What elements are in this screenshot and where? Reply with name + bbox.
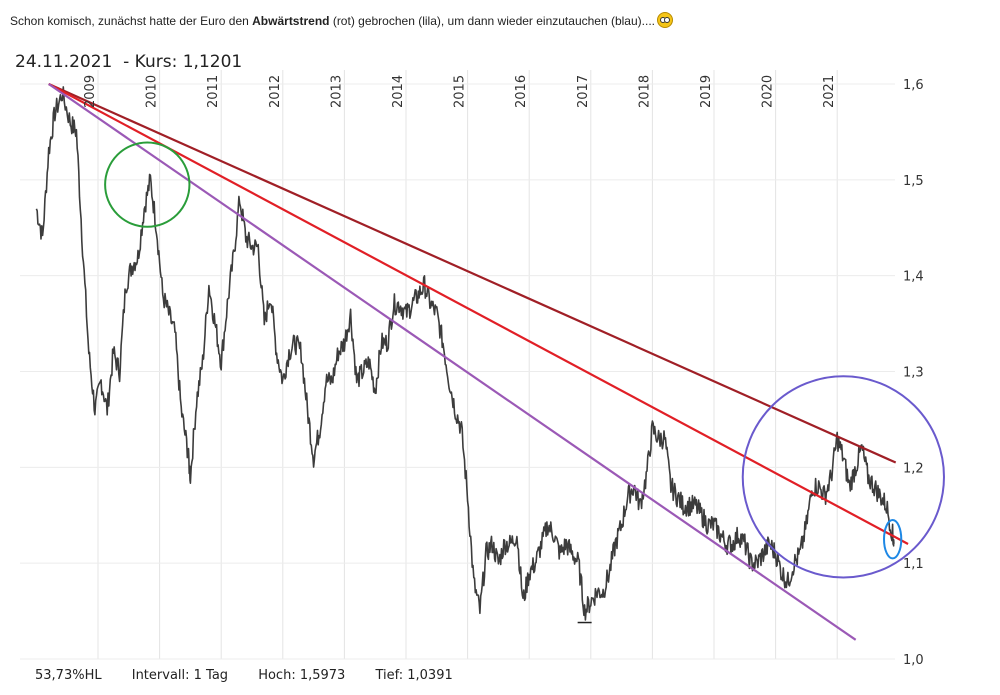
flushed-face-icon — [656, 12, 673, 28]
grid-lines — [20, 70, 895, 660]
x-tick-label: 2021 — [822, 75, 837, 108]
x-tick-label: 2020 — [761, 75, 776, 108]
annotation-markers — [104, 141, 945, 579]
x-tick-label: 2012 — [268, 75, 283, 108]
footer-high: Hoch: 1,5973 — [258, 668, 346, 683]
x-tick-label: 2018 — [637, 75, 652, 108]
x-axis: 2009 2010 2011 2012 2013 2014 2015 2016 2017 2018… — [83, 75, 837, 108]
x-tick-label: 2019 — [699, 75, 714, 108]
x-tick-label: 2017 — [576, 75, 591, 108]
footer-interval: Intervall: 1 Tag — [131, 668, 229, 683]
y-tick-label: 1,4 — [903, 270, 924, 285]
price-line — [35, 86, 895, 621]
chart-footer: 53,73%HL Intervall: 1 Tag Hoch: 1,5973 T… — [35, 668, 479, 683]
trend-lines — [48, 82, 909, 641]
x-tick-label: 2013 — [329, 75, 344, 108]
y-axis: 1,6 1,5 1,4 1,3 1,2 1,1 1,0 — [903, 78, 924, 668]
x-tick-label: 2016 — [514, 75, 529, 108]
y-tick-label: 1,3 — [903, 366, 924, 381]
x-tick-label: 2015 — [453, 75, 468, 108]
x-tick-label: 2011 — [206, 75, 221, 108]
footer-hl: 53,73%HL — [35, 668, 102, 683]
post-text-end: (rot) gebrochen (lila), um dann wieder e… — [329, 14, 655, 28]
trend-line — [48, 82, 897, 464]
highlight-circle — [104, 141, 191, 228]
price-series — [35, 86, 895, 624]
x-tick-label: 2014 — [391, 75, 406, 108]
y-tick-label: 1,1 — [903, 557, 924, 572]
post-text-bold: Abwärtstrend — [252, 14, 330, 28]
post-text: Schon komisch, zunächst hatte der Euro d… — [10, 12, 673, 28]
x-tick-label: 2009 — [83, 75, 98, 108]
trend-line — [48, 83, 909, 545]
y-tick-label: 1,2 — [903, 461, 924, 476]
chart-title: 24.11.2021 - Kurs: 1,1201 — [15, 52, 243, 72]
trend-line — [48, 83, 857, 641]
footer-low: Tief: 1,0391 — [375, 668, 453, 683]
y-tick-label: 1,6 — [903, 78, 924, 93]
y-tick-label: 1,5 — [903, 174, 924, 189]
highlight-circle — [741, 375, 945, 579]
post-text-start: Schon komisch, zunächst hatte der Euro d… — [10, 14, 253, 28]
x-tick-label: 2010 — [145, 75, 160, 108]
y-tick-label: 1,0 — [903, 653, 924, 668]
highlight-ellipse — [883, 519, 903, 560]
